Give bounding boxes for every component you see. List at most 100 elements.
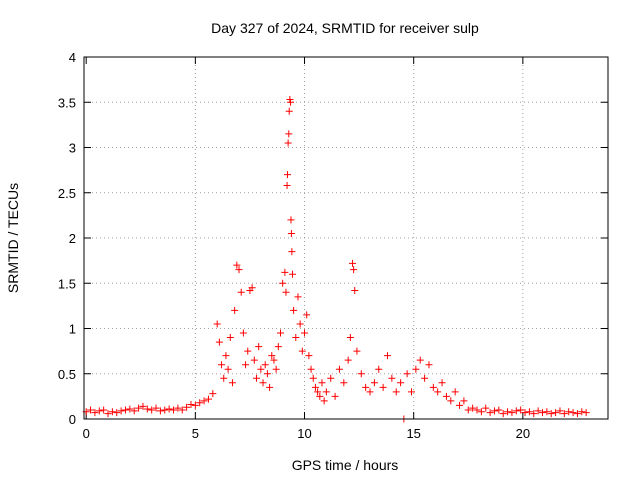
- data-point: [250, 356, 258, 364]
- data-point: [187, 401, 195, 409]
- data-point: [477, 408, 485, 416]
- data-point: [547, 410, 555, 418]
- data-point: [126, 405, 134, 413]
- data-point: [508, 409, 516, 417]
- data-point: [560, 410, 568, 418]
- data-point: [429, 383, 437, 391]
- data-point: [552, 409, 560, 417]
- data-point: [285, 107, 293, 115]
- data-point: [482, 404, 490, 412]
- data-point: [316, 392, 324, 400]
- data-point: [135, 404, 143, 412]
- data-point: [242, 361, 250, 369]
- data-point: [191, 401, 199, 409]
- data-point: [130, 407, 138, 415]
- data-point: [255, 343, 263, 351]
- data-point: [512, 407, 520, 415]
- x-tick-label: 5: [192, 426, 199, 441]
- data-point: [215, 338, 223, 346]
- data-point: [543, 408, 551, 416]
- plot-frame: [83, 56, 609, 420]
- data-point: [272, 365, 280, 373]
- data-point: [156, 407, 164, 415]
- data-point: [525, 408, 533, 416]
- data-point: [121, 406, 129, 414]
- data-point: [148, 406, 156, 414]
- data-point: [307, 365, 315, 373]
- data-point: [344, 356, 352, 364]
- data-point: [379, 383, 387, 391]
- data-point: [270, 356, 278, 364]
- data-point: [327, 374, 335, 382]
- data-point: [434, 388, 442, 396]
- data-point: [285, 130, 293, 138]
- data-point: [451, 388, 459, 396]
- data-point: [239, 329, 247, 337]
- data-point: [287, 98, 295, 106]
- data-point: [490, 407, 498, 415]
- data-point: [521, 409, 529, 417]
- data-point: [292, 334, 300, 342]
- data-point: [266, 383, 274, 391]
- data-point: [257, 365, 265, 373]
- data-point: [274, 343, 282, 351]
- data-point: [279, 279, 287, 287]
- data-point: [318, 379, 326, 387]
- data-point: [277, 329, 284, 337]
- data-point: [539, 409, 546, 417]
- y-tick-label: 3.5: [58, 95, 76, 110]
- x-tick-label: 10: [297, 426, 311, 441]
- chart-title: Day 327 of 2024, SRMTID for receiver sul…: [211, 20, 479, 36]
- data-point: [283, 171, 291, 179]
- data-point: [504, 408, 512, 416]
- data-point: [290, 306, 298, 314]
- data-point: [100, 406, 108, 414]
- data-point: [282, 288, 290, 296]
- data-point: [113, 409, 121, 417]
- data-point: [220, 374, 228, 382]
- data-point: [213, 320, 221, 328]
- x-tick-label: 20: [516, 426, 530, 441]
- data-point: [196, 399, 204, 407]
- y-tick-label: 0: [69, 412, 76, 427]
- data-point: [263, 370, 271, 378]
- data-point: [320, 397, 328, 405]
- data-point: [91, 409, 99, 417]
- data-point: [366, 388, 374, 396]
- data-point: [412, 365, 420, 373]
- data-point: [305, 352, 313, 360]
- data-point: [442, 392, 450, 400]
- y-tick-label: 2: [69, 231, 76, 246]
- data-point: [200, 397, 208, 405]
- data-point: [421, 374, 429, 382]
- data-point: [456, 401, 464, 409]
- data-point: [303, 311, 311, 319]
- data-point: [259, 379, 267, 387]
- data-point: [460, 397, 468, 405]
- data-point: [231, 306, 239, 314]
- data-point: [309, 374, 317, 382]
- data-point: [353, 347, 361, 355]
- data-point: [139, 402, 147, 410]
- data-point: [281, 268, 289, 276]
- data-point: [174, 404, 182, 412]
- data-point: [530, 410, 538, 418]
- data-point: [556, 407, 564, 415]
- data-point: [582, 409, 590, 417]
- data-point: [340, 379, 348, 387]
- data-point: [252, 374, 260, 382]
- data-point: [311, 383, 319, 391]
- data-point: [569, 409, 577, 417]
- data-point: [578, 408, 586, 416]
- data-point: [268, 352, 276, 360]
- x-axis-label: GPS time / hours: [292, 457, 399, 473]
- data-point: [178, 406, 186, 414]
- data-point: [403, 370, 411, 378]
- data-point: [392, 388, 400, 396]
- data-point: [248, 284, 256, 292]
- x-tick-label: 15: [406, 426, 420, 441]
- data-point: [287, 216, 295, 224]
- y-tick-label: 2.5: [58, 186, 76, 201]
- data-point: [375, 365, 383, 373]
